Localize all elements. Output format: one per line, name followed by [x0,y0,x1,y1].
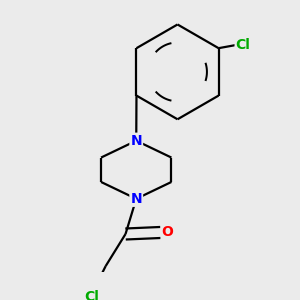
Text: N: N [130,134,142,148]
Text: O: O [161,226,173,239]
Text: Cl: Cl [84,290,99,300]
Text: Cl: Cl [236,38,250,52]
Text: N: N [130,192,142,206]
